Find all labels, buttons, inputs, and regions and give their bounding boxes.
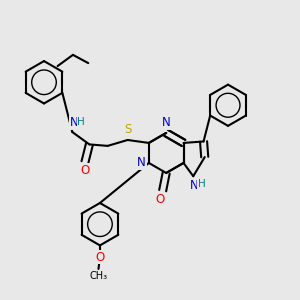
Text: H: H (198, 178, 206, 189)
Text: O: O (155, 193, 164, 206)
Text: N: N (69, 116, 78, 129)
Text: N: N (137, 157, 146, 169)
Text: O: O (80, 164, 90, 176)
Text: N: N (162, 116, 171, 129)
Text: H: H (77, 117, 85, 127)
Text: S: S (124, 124, 131, 136)
Text: CH₃: CH₃ (89, 271, 107, 281)
Text: O: O (95, 251, 105, 264)
Text: N: N (190, 179, 199, 192)
